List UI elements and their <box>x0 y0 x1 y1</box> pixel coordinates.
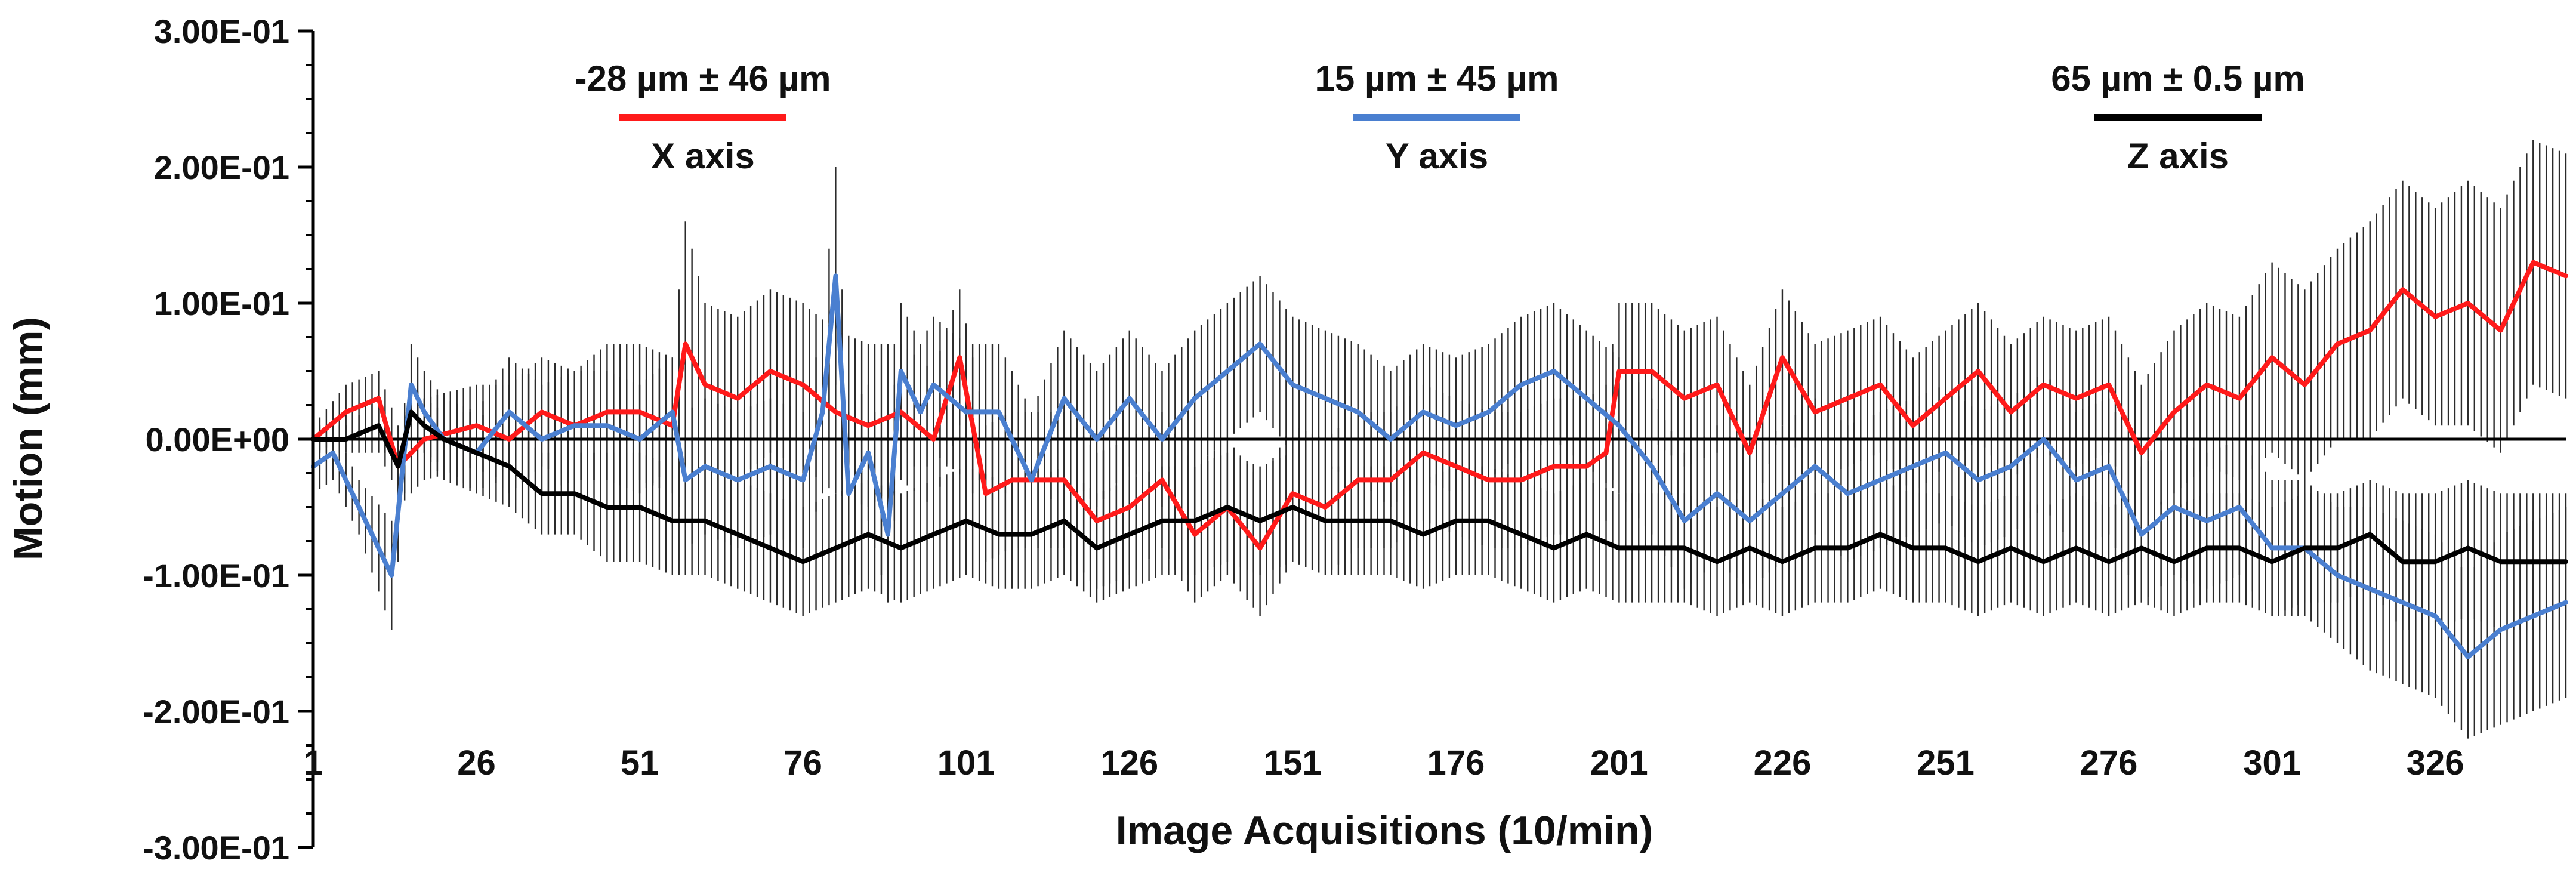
legend-item-y-axis: 15 µm ± 45 µm Y axis <box>1315 58 1559 176</box>
series-line-z-axis <box>311 409 2568 565</box>
y-tick-label: 1.00E-01 <box>154 285 289 322</box>
legend-label-z-axis: Z axis <box>2127 136 2229 176</box>
legend-item-x-axis: -28 µm ± 46 µm X axis <box>575 58 831 176</box>
x-tick-label: 226 <box>1754 744 1812 782</box>
x-tick-label: 26 <box>457 744 496 782</box>
legend-item-z-axis: 65 µm ± 0.5 µm Z axis <box>2051 58 2305 176</box>
y-tick-label: -1.00E-01 <box>143 557 289 594</box>
error-bars-y-axis <box>312 167 2567 739</box>
series-line-x-axis <box>311 260 2568 551</box>
x-tick-label: 251 <box>1917 744 1975 782</box>
legend-label-x-axis: X axis <box>651 136 754 176</box>
x-tick-label: 126 <box>1100 744 1158 782</box>
series-lines <box>311 260 2568 659</box>
axes: -3.00E-01 -2.00E-01 -1.00E-01 0.00E+00 1.00E… <box>143 13 2464 866</box>
legend: -28 µm ± 46 µm X axis 15 µm ± 45 µm Y axis 6… <box>575 58 2305 176</box>
legend-stat-y-axis: 15 µm ± 45 µm <box>1315 58 1559 98</box>
x-tick-label: 176 <box>1427 744 1485 782</box>
error-bars-x-axis <box>312 140 2567 616</box>
y-tick-label: 0.00E+00 <box>146 421 289 458</box>
y-tick-label: -3.00E-01 <box>143 829 289 866</box>
legend-stat-x-axis: -28 µm ± 46 µm <box>575 58 831 98</box>
x-tick-label: 301 <box>2243 744 2301 782</box>
x-tick-label: 1 <box>304 744 323 782</box>
legend-stat-z-axis: 65 µm ± 0.5 µm <box>2051 58 2305 98</box>
x-tick-label: 276 <box>2080 744 2138 782</box>
x-axis-title: Image Acquisitions (10/min) <box>1116 808 1653 853</box>
x-tick-label: 326 <box>2407 744 2464 782</box>
x-tick-label: 201 <box>1590 744 1648 782</box>
x-tick-label: 51 <box>621 744 659 782</box>
x-tick-label: 151 <box>1264 744 1322 782</box>
y-tick-label: 2.00E-01 <box>154 149 289 186</box>
series-line-y-axis <box>311 273 2568 659</box>
x-tick-label: 76 <box>783 744 822 782</box>
error-bars-z-axis <box>312 384 2567 630</box>
x-tick-label: 101 <box>937 744 995 782</box>
y-tick-label: 3.00E-01 <box>154 13 289 50</box>
legend-label-y-axis: Y axis <box>1386 136 1488 176</box>
y-axis-title: Motion (mm) <box>5 317 51 560</box>
y-tick-label: -2.00E-01 <box>143 693 289 730</box>
